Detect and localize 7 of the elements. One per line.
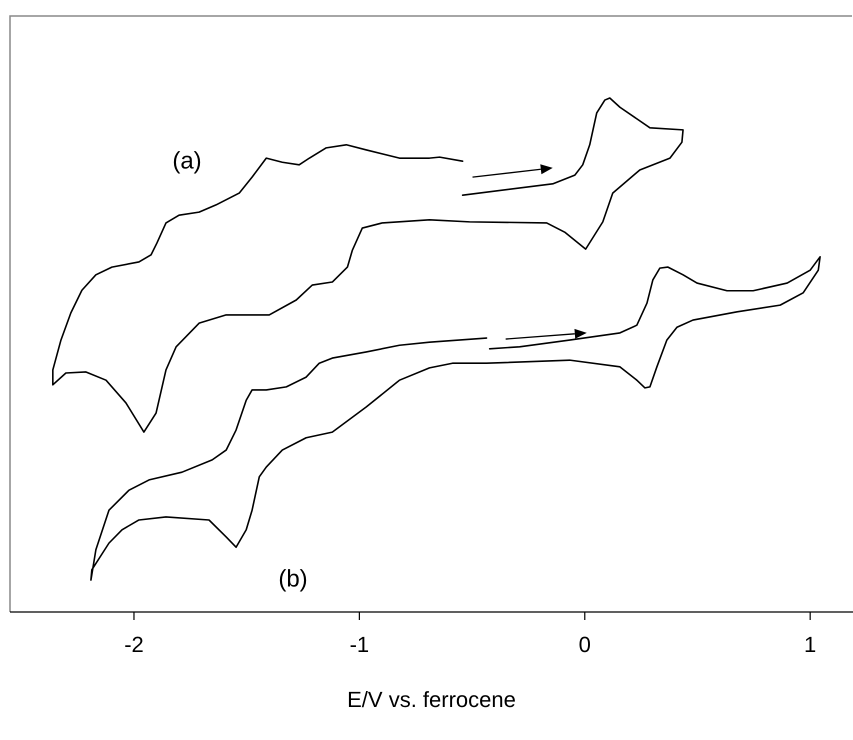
x-tick-label: 1 — [804, 632, 816, 657]
x-tick-label: -1 — [350, 632, 370, 657]
x-tick-label: 0 — [578, 632, 591, 657]
x-axis-title: E/V vs. ferrocene — [347, 687, 516, 712]
x-tick-label: -2 — [124, 632, 144, 657]
annotation: (a) — [172, 147, 202, 174]
annotation: (b) — [278, 565, 308, 592]
